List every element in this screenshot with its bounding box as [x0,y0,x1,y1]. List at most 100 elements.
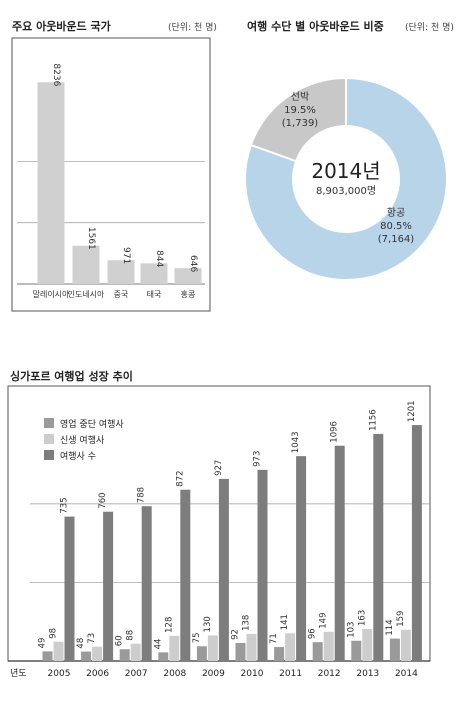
chart3-category-label-4: 2009 [202,669,225,679]
chart1-category-label-0: 말레이시아 [33,289,70,299]
chart3-bar-s2-1 [103,511,114,661]
chart3-value-label-s1-6: 141 [280,614,290,630]
chart3-bar-s1-9 [400,629,411,661]
chart3-bar-s1-3 [169,635,180,661]
chart3-bar-s2-0 [64,516,75,661]
chart3-legend-label-2: 여행사 수 [60,450,96,462]
chart3-category-label-3: 2008 [163,669,186,679]
chart3-title: 싱가포르 여행업 성장 추이 [10,370,133,383]
chart2-slice-count-1: (1,739) [282,118,319,129]
chart3-bar-s0-6 [274,647,285,661]
chart3-bar-s2-2 [141,506,152,661]
chart3-value-label-s2-8: 1156 [368,409,378,431]
chart1-value-label-4: 646 [188,255,198,272]
chart2-center-subtitle: 8,903,000명 [316,185,376,197]
chart1-bar-0 [37,82,65,285]
chart3-bar-s1-8 [362,628,373,661]
chart3-value-label-s0-5: 92 [231,629,241,640]
chart3-bar-s0-0 [42,651,53,661]
chart3-value-label-s2-3: 872 [175,470,185,486]
chart2-slice-name-0: 항공 [387,207,405,219]
chart3-value-label-s2-4: 927 [214,460,224,476]
chart1-bar-3 [140,263,168,284]
chart3-category-label-5: 2010 [241,669,264,679]
chart2-title: 여행 수단 별 아웃바운드 비중 [247,20,384,33]
chart2-slice-count-0: (7,164) [378,234,415,245]
chart1-value-label-0: 8236 [51,63,61,86]
chart3-bar-s1-5 [246,633,257,661]
chart2-slice-name-1: 선박 [291,91,309,103]
chart3-category-label-9: 2014 [395,669,418,679]
chart3-category-label-8: 2013 [356,669,379,679]
chart3-value-label-s1-1: 73 [87,633,97,644]
chart3-value-label-s0-1: 48 [76,638,86,649]
chart3-legend-swatch-0 [44,418,54,428]
chart3-value-label-s2-7: 1096 [330,421,340,443]
chart3-value-label-s2-0: 735 [60,497,70,513]
chart2-slice-percent-1: 19.5% [284,105,316,116]
chart1-unit: (단위: 천 명) [168,23,217,33]
chart3-value-label-s0-8: 103 [346,622,356,638]
chart3-bar-s2-8 [373,433,384,661]
chart3-bar-s2-6 [296,456,307,661]
chart3-bar-s2-9 [411,425,422,661]
chart3-bar-s1-7 [323,631,334,661]
chart2-slice-0 [244,76,448,281]
chart3-category-label-2: 2007 [125,669,148,679]
chart3-value-label-s1-8: 163 [357,610,367,626]
chart3-bar-s1-4 [207,635,218,661]
chart3-bar-s2-7 [334,445,345,661]
chart3-legend-swatch-1 [44,434,54,444]
chart3-value-label-s0-2: 60 [115,635,125,646]
chart3-bar-s0-1 [81,651,92,661]
chart3-value-label-s1-4: 130 [203,616,213,632]
chart3-bar-s0-4 [196,646,207,661]
chart1-category-label-3: 태국 [147,290,162,299]
chart3-bar-s0-9 [389,638,400,661]
chart3-x-axis-label: 년도 [10,668,27,679]
chart3-value-label-s1-0: 98 [49,628,59,639]
chart3-value-label-s0-0: 49 [38,638,48,649]
chart3-value-label-s0-9: 114 [385,619,395,635]
chart3-value-label-s0-7: 96 [308,628,318,639]
chart3-legend-label-1: 신생 여행사 [60,434,105,446]
chart3-category-label-7: 2012 [318,669,341,679]
chart3-legend-label-0: 영업 중단 여행사 [60,418,124,430]
chart3-bar-s0-5 [235,642,246,661]
chart3-bar-s2-5 [257,469,268,661]
chart3-value-label-s1-5: 138 [242,615,252,631]
chart1-title: 주요 아웃바운드 국가 [12,20,111,33]
chart3-bar-s2-3 [180,489,191,661]
chart3-category-label-1: 2006 [86,669,109,679]
chart3-bar-s1-2 [130,643,141,661]
chart3-legend-swatch-2 [44,450,54,460]
chart3-bar-s1-1 [92,646,103,661]
chart1-value-label-3: 844 [154,250,164,267]
chart3-bar-s2-4 [218,478,229,661]
chart3-value-label-s0-3: 44 [153,639,163,650]
chart3-value-label-s2-9: 1201 [407,400,417,422]
chart3-value-label-s2-6: 1043 [291,431,301,453]
chart3-value-label-s1-3: 128 [164,617,174,633]
chart3-category-label-0: 2005 [48,669,71,679]
chart1-category-label-4: 홍콩 [181,289,196,299]
chart3-bar-s0-3 [158,652,169,661]
chart1-value-label-1: 1561 [86,227,96,250]
chart3-bar-s0-8 [351,640,362,661]
chart3-bar-s0-7 [312,642,323,661]
chart1-bar-4 [174,268,202,284]
chart2-unit: (단위: 천 명) [405,23,454,33]
chart3-value-label-s0-6: 71 [269,633,279,644]
chart3-bar-s0-2 [119,649,130,661]
chart1-bar-1 [72,245,100,284]
chart3-value-label-s2-1: 760 [98,492,108,508]
chart3-value-label-s2-5: 973 [253,451,263,467]
chart3-bar-s1-6 [285,633,296,661]
chart1-value-label-2: 971 [121,247,131,264]
chart3-value-label-s1-2: 88 [126,630,136,641]
chart1-category-label-1: 인도네시아 [68,289,105,299]
chart2-center-title: 2014년 [311,159,380,183]
chart2-slice-percent-0: 80.5% [380,221,412,232]
chart2-slice-1 [249,76,347,163]
